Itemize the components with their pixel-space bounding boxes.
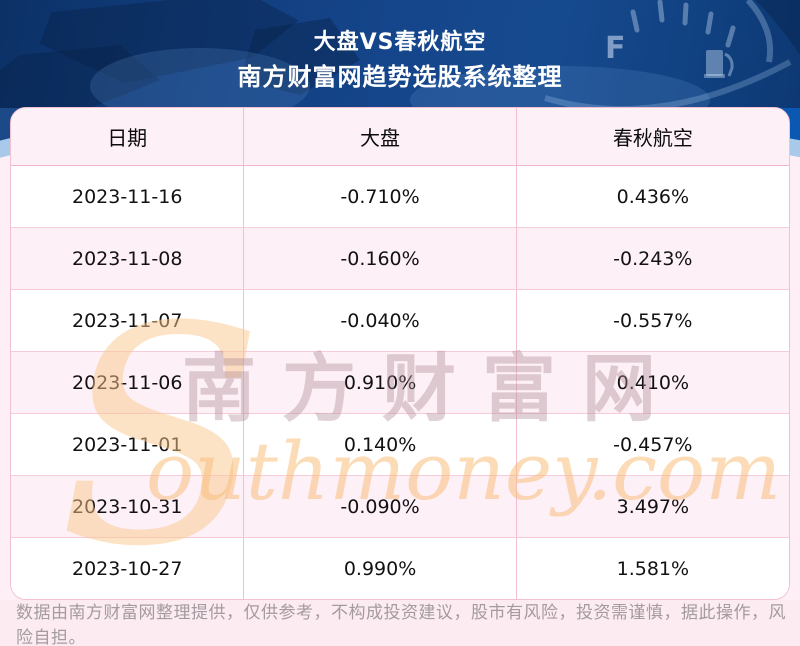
cell-market: 0.910% [244, 352, 517, 413]
cell-stock: 0.436% [616, 185, 690, 208]
cell-stock: 1.581% [616, 557, 690, 580]
table-row: 2023-11-01 0.140% -0.457% [11, 414, 789, 476]
disclaimer-text: 数据由南方财富网整理提供，仅供参考，不构成投资建议，股市有风险，投资需谨慎，据此… [16, 603, 786, 646]
header-banner: F 大盘VS春秋航空 南方财富网趋势选股系统整理 [0, 0, 800, 108]
table-row: 2023-10-31 -0.090% 3.497% [11, 476, 789, 538]
table-row: 2023-11-07 -0.040% -0.557% [11, 290, 789, 352]
cell-date: 2023-11-06 [11, 352, 245, 413]
cell-market: -0.090% [244, 476, 517, 537]
table-row: 2023-11-06 0.910% 0.410% [11, 352, 789, 414]
page-title: 大盘VS春秋航空 [313, 30, 487, 55]
cell-market: 0.990% [244, 538, 517, 599]
cell-market: -0.710% [244, 166, 517, 227]
col-header-market: 大盘 [244, 108, 517, 165]
cell-stock: -0.557% [613, 309, 693, 332]
table-header-row: 日期 大盘 春秋航空 [11, 108, 789, 166]
comparison-table: 日期 大盘 春秋航空 2023-11-16 -0.710% 0.436% 202… [10, 107, 790, 600]
table-row: 2023-11-16 -0.710% 0.436% [11, 166, 789, 228]
cell-market: 0.140% [244, 414, 517, 475]
table-row: 2023-10-27 0.990% 1.581% [11, 538, 789, 599]
cell-stock: 0.410% [616, 371, 690, 394]
cell-date: 2023-11-07 [11, 290, 245, 351]
cell-date: 2023-11-08 [11, 228, 245, 289]
col-header-date: 日期 [11, 108, 245, 165]
cell-stock: -0.243% [613, 247, 693, 270]
table-row: 2023-11-08 -0.160% -0.243% [11, 228, 789, 290]
cell-date: 2023-10-27 [11, 538, 245, 599]
cell-date: 2023-10-31 [11, 476, 245, 537]
cell-stock: 3.497% [616, 495, 690, 518]
col-header-stock: 春秋航空 [612, 126, 693, 150]
cell-market: -0.160% [244, 228, 517, 289]
page-subtitle: 南方财富网趋势选股系统整理 [237, 63, 563, 91]
cell-market: -0.040% [244, 290, 517, 351]
cell-date: 2023-11-01 [11, 414, 245, 475]
cell-date: 2023-11-16 [11, 166, 245, 227]
disclaimer-bar: 数据由南方财富网整理提供，仅供参考，不构成投资建议，股市有风险，投资需谨慎，据此… [0, 600, 800, 646]
cell-stock: -0.457% [613, 433, 693, 456]
